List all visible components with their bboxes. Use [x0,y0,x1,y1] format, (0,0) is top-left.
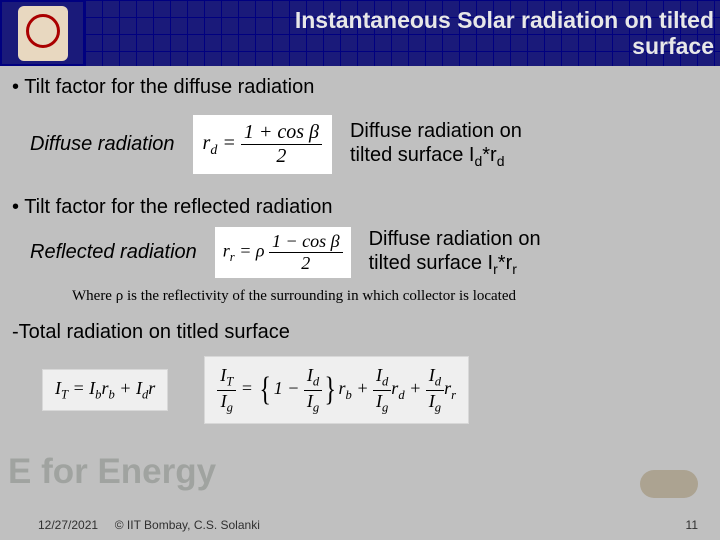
rr-sub: r [230,250,235,264]
row-diffuse: Diffuse radiation rd = 1 + cos β 2 Diffu… [12,115,708,174]
formula-rr: rr = ρ 1 − cos β 2 [215,227,351,278]
rd-denominator: 2 [241,145,322,168]
note-reflected-result: Diffuse radiation on tilted surface I r*r… [369,227,541,278]
eq2-ld-s: g [227,400,233,414]
eq2-r2ns: d [382,375,388,389]
eq1-t1rs: b [108,387,114,401]
slide-title: Instantaneous Solar radiation on tilted … [295,7,714,60]
note-reflected-l2b: *r [498,252,512,274]
footer-credit: © IIT Bombay, C.S. Solanki [115,518,260,532]
equation-row: IT = Ibrb + Idr IT Ig = {1 − Id Ig }rb +… [42,356,708,424]
header-grid: Instantaneous Solar radiation on tilted … [85,0,720,66]
iit-logo [18,6,68,61]
eq2-r2ds: g [382,400,388,414]
eq2-r3rs: r [451,388,456,402]
slide-footer: 12/27/2021 © IIT Bombay, C.S. Solanki 11 [0,518,720,532]
label-reflected-radiation: Reflected radiation [30,241,197,264]
eq2-r1ns: d [313,375,319,389]
slide-header: Instantaneous Solar radiation on tilted … [0,0,720,66]
label-diffuse-radiation: Diffuse radiation [30,133,175,156]
equation-it-sum: IT = Ibrb + Idr [42,369,168,412]
slide-content: • Tilt factor for the diffuse radiation … [0,66,720,424]
note-diffuse-l2b: *r [482,144,496,166]
rd-sub: d [210,143,217,158]
eq2-r3ns: d [435,375,441,389]
equation-it-over-ig: IT Ig = {1 − Id Ig }rb + Id Ig rd + Id I… [204,356,469,424]
eq1-lhs-s: T [61,387,68,401]
bullet-diffuse: • Tilt factor for the diffuse radiation [12,76,708,99]
row-reflected: Reflected radiation rr = ρ 1 − cos β 2 D… [12,227,708,278]
eq2-r1r: r [339,378,346,398]
formula-rd: rd = 1 + cos β 2 [193,115,332,174]
eq2-r2rs: d [398,388,404,402]
eq2-r1ds: g [313,400,319,414]
note-diffuse-s2: d [497,153,505,169]
where-note: Where ρ is the reflectivity of the surro… [72,288,708,305]
rr-denominator: 2 [269,253,343,274]
bullet-reflected: • Tilt factor for the reflected radiatio… [12,196,708,219]
recap-pill [640,470,698,498]
logo-box [0,0,85,66]
eq1-t2r: r [148,378,155,398]
eq2-ln-s: T [226,375,233,389]
rr-rho: ρ [256,241,265,261]
total-radiation-heading: -Total radiation on titled surface [12,321,708,344]
watermark-text: E for Energy [8,452,216,492]
eq2-r1rs: b [346,388,352,402]
footer-left: 12/27/2021 © IIT Bombay, C.S. Solanki [38,518,260,532]
rd-numerator: 1 + cos β [241,121,322,145]
footer-page-number: 11 [686,518,698,532]
note-reflected-l1: Diffuse radiation on [369,228,541,250]
rr-numerator: 1 − cos β [269,231,343,253]
note-reflected-l2a: tilted surface I [369,252,494,274]
note-diffuse-l2a: tilted surface I [350,144,475,166]
note-diffuse-l1: Diffuse radiation on [350,120,522,142]
footer-date: 12/27/2021 [38,518,98,532]
note-diffuse-result: Diffuse radiation on tilted surface I d*r… [350,119,522,170]
eq2-r3ds: g [435,400,441,414]
note-reflected-s2: r [512,261,517,277]
